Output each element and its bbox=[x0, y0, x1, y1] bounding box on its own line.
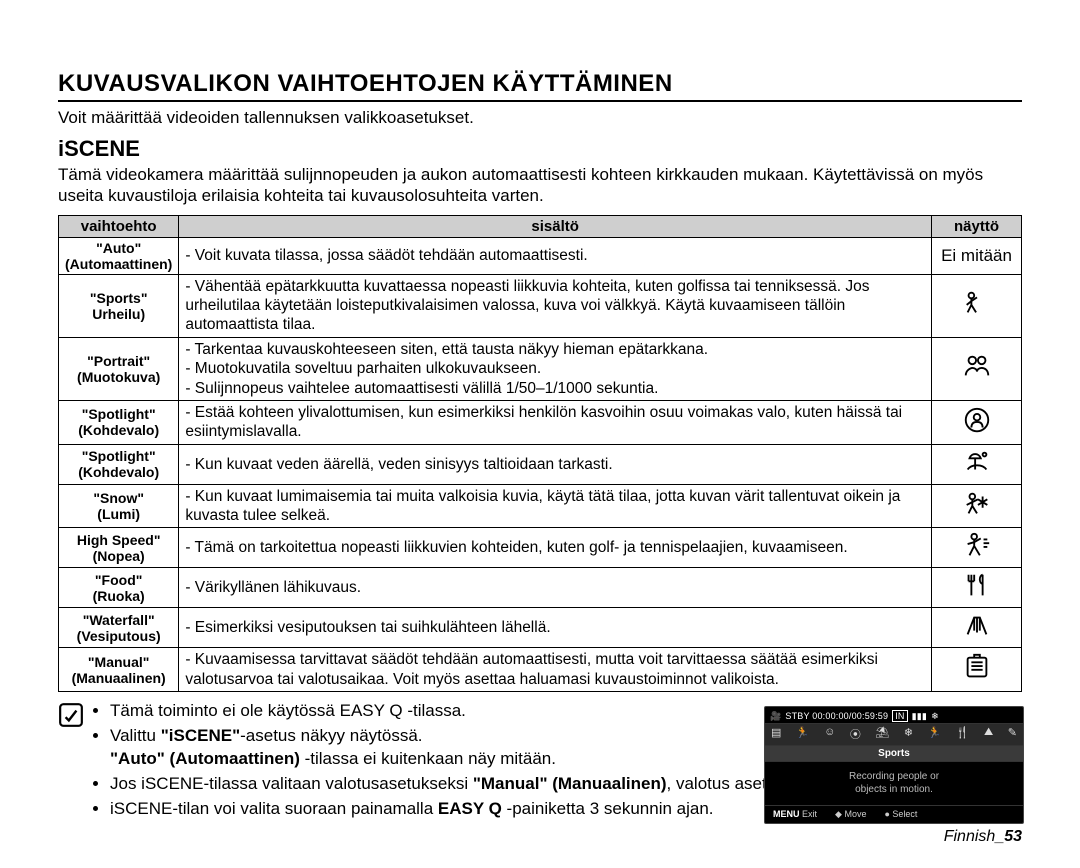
exit-label: Exit bbox=[802, 809, 817, 819]
in-badge: IN bbox=[892, 710, 907, 722]
option-cell: High Speed"(Nopea) bbox=[59, 528, 179, 568]
waterfall-icon bbox=[962, 610, 992, 640]
table-row: "Waterfall"(Vesiputous)- Esimerkiksi ves… bbox=[59, 608, 1022, 648]
snow-icon: ❄ bbox=[931, 711, 939, 722]
option-cell: "Waterfall"(Vesiputous) bbox=[59, 608, 179, 648]
content-cell: - Värikyllänen lähikuvaus. bbox=[179, 568, 932, 608]
move-label: Move bbox=[844, 809, 866, 819]
manual-icon bbox=[962, 652, 992, 682]
option-cell: "Food"(Ruoka) bbox=[59, 568, 179, 608]
content-cell: - Estää kohteen ylivalottumisen, kun esi… bbox=[179, 400, 932, 444]
content-cell: - Kuvaamisessa tarvittavat säädöt tehdää… bbox=[179, 648, 932, 692]
table-row: "Food"(Ruoka)- Värikyllänen lähikuvaus. bbox=[59, 568, 1022, 608]
battery-icon: ▮▮▮ bbox=[912, 711, 927, 722]
col-display: näyttö bbox=[932, 215, 1022, 237]
table-row: "Portrait"(Muotokuva)- Tarkentaa kuvausk… bbox=[59, 337, 1022, 400]
mode-icon-row: ▤🏃☺⦿⛱❄🏃🍴⛰✎ bbox=[765, 723, 1023, 746]
table-row: "Spotlight"(Kohdevalo)- Estää kohteen yl… bbox=[59, 400, 1022, 444]
mode-label: Sports bbox=[765, 746, 1023, 762]
content-cell: - Tarkentaa kuvauskohteeseen siten, että… bbox=[179, 337, 932, 400]
option-cell: "Spotlight"(Kohdevalo) bbox=[59, 400, 179, 444]
table-row: "Snow"(Lumi)- Kun kuvaat lumimaisemia ta… bbox=[59, 484, 1022, 528]
display-cell bbox=[932, 274, 1022, 337]
option-cell: "Snow"(Lumi) bbox=[59, 484, 179, 528]
display-cell bbox=[932, 400, 1022, 444]
display-cell bbox=[932, 568, 1022, 608]
sports-icon bbox=[962, 288, 992, 318]
display-cell bbox=[932, 528, 1022, 568]
status-text: STBY 00:00:00/00:59:59 bbox=[785, 711, 888, 721]
iscene-table: vaihtoehto sisältö näyttö "Auto"(Automaa… bbox=[58, 215, 1022, 693]
col-option: vaihtoehto bbox=[59, 215, 179, 237]
table-row: "Spotlight"(Kohdevalo)- Kun kuvaat veden… bbox=[59, 444, 1022, 484]
display-cell bbox=[932, 444, 1022, 484]
select-label: Select bbox=[892, 809, 917, 819]
snow-icon bbox=[962, 489, 992, 519]
page-footer: Finnish_53 bbox=[944, 828, 1022, 846]
content-cell: - Vähentää epätarkkuutta kuvattaessa nop… bbox=[179, 274, 932, 337]
menu-key: MENU bbox=[773, 809, 800, 819]
table-row: "Sports"Urheilu)- Vähentää epätarkkuutta… bbox=[59, 274, 1022, 337]
content-cell: - Kun kuvaat veden äärellä, veden sinisy… bbox=[179, 444, 932, 484]
display-cell bbox=[932, 337, 1022, 400]
section-title: iSCENE bbox=[58, 136, 1022, 162]
beach-icon bbox=[962, 447, 992, 477]
note-icon bbox=[58, 702, 86, 733]
portrait-icon bbox=[962, 351, 992, 381]
highspeed-icon bbox=[962, 530, 992, 560]
content-cell: - Tämä on tarkoitettua nopeasti liikkuvi… bbox=[179, 528, 932, 568]
display-cell: Ei mitään bbox=[932, 237, 1022, 274]
camera-preview: 🎥 STBY 00:00:00/00:59:59 IN ▮▮▮ ❄ ▤🏃☺⦿⛱❄… bbox=[764, 706, 1024, 824]
section-intro: Tämä videokamera määrittää sulijnnopeude… bbox=[58, 164, 1022, 207]
option-cell: "Spotlight"(Kohdevalo) bbox=[59, 444, 179, 484]
display-cell bbox=[932, 608, 1022, 648]
rec-icon: 🎥 bbox=[770, 711, 781, 722]
intro-text: Voit määrittää videoiden tallennuksen va… bbox=[58, 108, 1022, 128]
option-cell: "Sports"Urheilu) bbox=[59, 274, 179, 337]
content-cell: - Kun kuvaat lumimaisemia tai muita valk… bbox=[179, 484, 932, 528]
display-cell bbox=[932, 648, 1022, 692]
spotlight-icon bbox=[962, 405, 992, 435]
page-title: KUVAUSVALIKON VAIHTOEHTOJEN KÄYTTÄMINEN bbox=[58, 70, 1022, 102]
content-cell: - Voit kuvata tilassa, jossa säädöt tehd… bbox=[179, 237, 932, 274]
option-cell: "Portrait"(Muotokuva) bbox=[59, 337, 179, 400]
option-cell: "Auto"(Automaattinen) bbox=[59, 237, 179, 274]
table-row: "Manual"(Manuaalinen)- Kuvaamisessa tarv… bbox=[59, 648, 1022, 692]
option-cell: "Manual"(Manuaalinen) bbox=[59, 648, 179, 692]
mode-desc: Recording people orobjects in motion. bbox=[765, 762, 1023, 796]
display-cell bbox=[932, 484, 1022, 528]
food-icon bbox=[962, 570, 992, 600]
col-content: sisältö bbox=[179, 215, 932, 237]
content-cell: - Esimerkiksi vesiputouksen tai suihkulä… bbox=[179, 608, 932, 648]
table-row: High Speed"(Nopea)- Tämä on tarkoitettua… bbox=[59, 528, 1022, 568]
table-row: "Auto"(Automaattinen)- Voit kuvata tilas… bbox=[59, 237, 1022, 274]
